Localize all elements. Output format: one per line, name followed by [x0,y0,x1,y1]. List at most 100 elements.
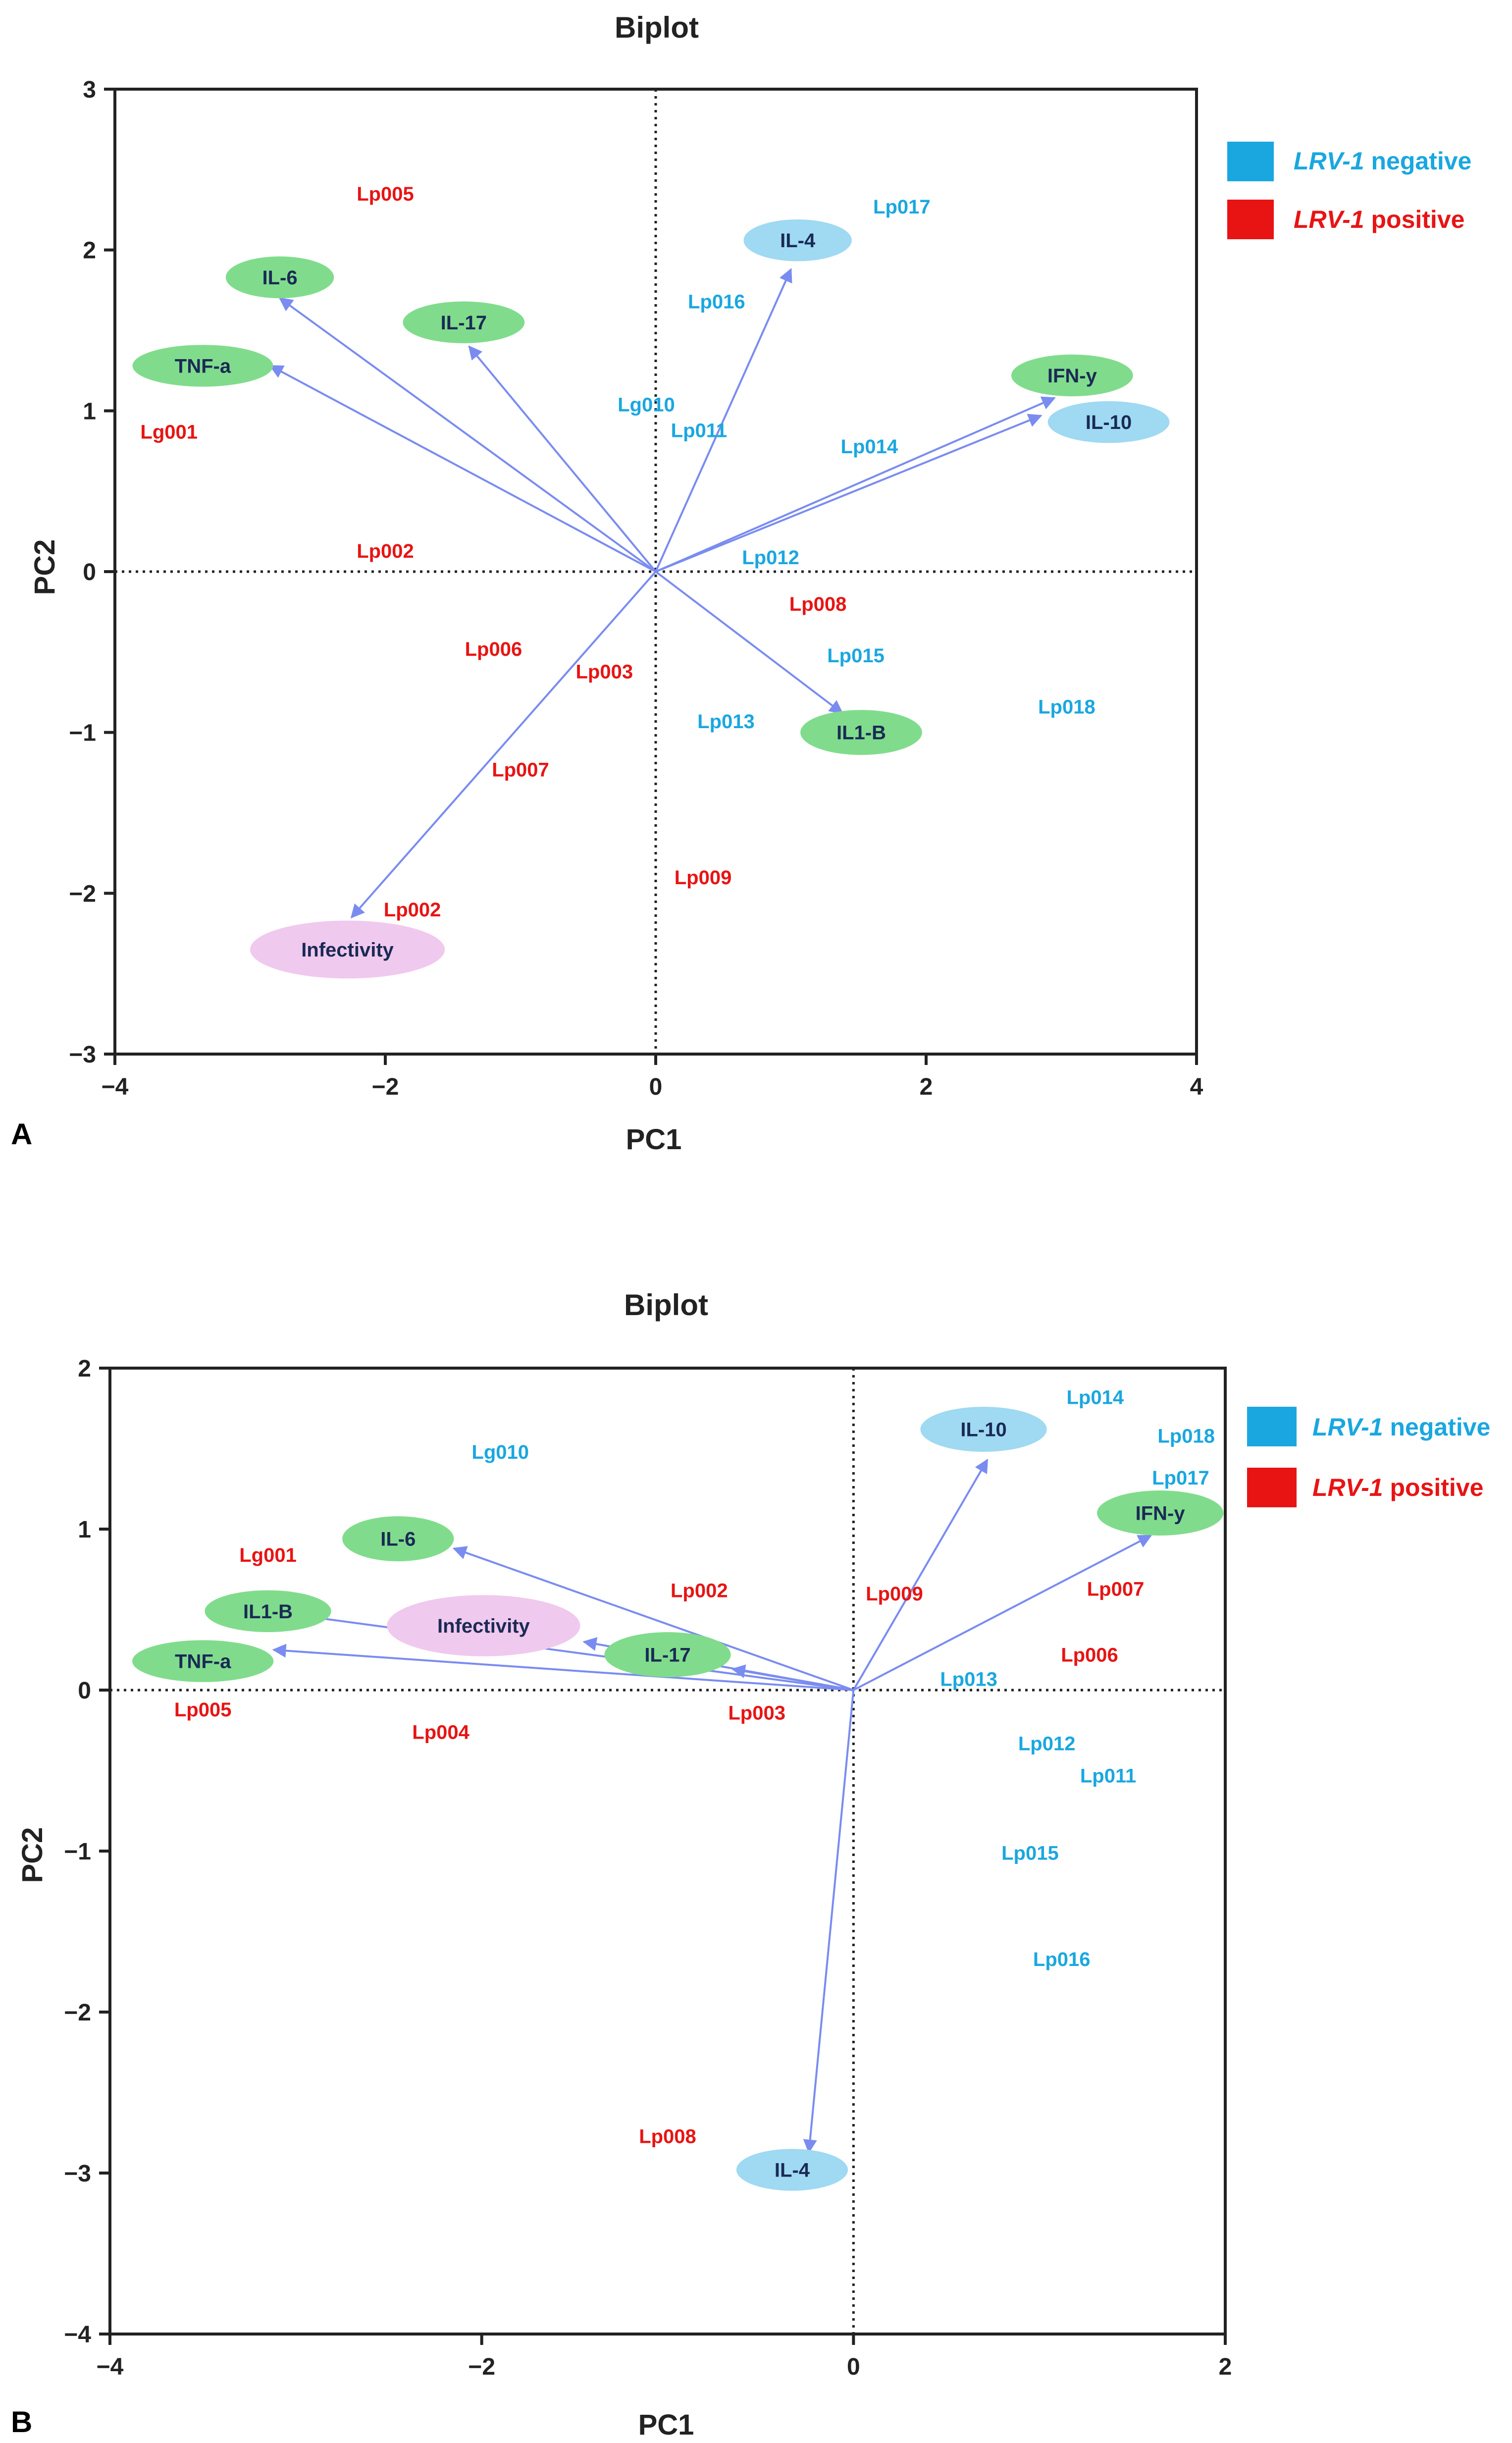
panel-a-variable-label-tnf-a: TNF-a [175,355,231,377]
panel-b-loading-arrow-il-10 [852,1458,989,1691]
panel-b-sample-label-lp008: Lp008 [639,2125,696,2147]
panel-b-ellipse-il-17 [604,1632,731,1677]
panel-b-ellipse-il-4 [736,2149,848,2191]
panel-a-sample-label-lg001: Lg001 [140,422,198,443]
panel-b-loading-arrow-il-6 [452,1546,854,1691]
panel-a-x-tick-label: 0 [649,1074,663,1100]
panel-b-sample-label-lp005: Lp005 [174,1699,232,1721]
panel-b-y-tick-label: −2 [64,2000,91,2026]
panel-b-y-tick-label: −1 [64,1839,91,1865]
panel-a-variable-label-il1-b: IL1-B [836,722,886,744]
panel-b-variable-label-tnf-a: TNF-a [175,1651,231,1673]
panel-b-variable-label-infectivity: Infectivity [437,1615,530,1637]
panel-b-loading-arrow-il1-b [266,1606,854,1691]
panel-b-y-axis-label: PC2 [16,1827,49,1883]
panel-b-sample-label-lp018: Lp018 [1157,1426,1215,1447]
panel-b-title: Biplot [624,1288,708,1322]
panel-a-ellipse-infectivity [250,920,445,979]
panel-b-sample-label-lp002: Lp002 [671,1580,728,1602]
panel-b-ellipse-infectivity [387,1595,580,1656]
panel-a-sample-label-lp005: Lp005 [357,183,414,205]
panel-a-y-axis-label: PC2 [29,539,61,595]
panel-b-variable-label-il-10: IL-10 [960,1419,1006,1441]
panel-b-y-tick-label: 0 [78,1678,91,1704]
panel-a-loading-arrow-il-10 [655,414,1043,573]
panel-b-y-tick-label: −3 [64,2161,91,2187]
panel-b-ellipse-il1-b [205,1590,331,1632]
panel-a-ellipse-tnf-a [132,345,273,387]
panel-a-sample-label-lp009: Lp009 [675,867,732,889]
legend-swatch-negative [1247,1407,1297,1446]
panel-b-sample-label-lp017: Lp017 [1152,1467,1209,1489]
panel-a-loading-arrow-il-17 [468,345,657,573]
panel-b-sample-label-lp009: Lp009 [866,1583,923,1605]
panel-a-loading-arrow-il1-b [655,571,843,714]
panel-b-sample-label-lp013: Lp013 [940,1668,997,1690]
panel-b-x-tick-label: 0 [847,2354,860,2380]
panel-b-variable-label-ifn-y: IFN-y [1136,1503,1186,1525]
panel-a-sample-label-lp008: Lp008 [789,593,847,615]
panel-a-loading-arrow-infectivity [350,571,657,919]
legend-swatch-positive [1227,200,1274,239]
panel-b-ellipse-il-6 [342,1516,454,1561]
panel-a-sample-label-lp002: Lp002 [357,540,414,562]
panel-a-sample-label-lp011: Lp011 [671,420,727,441]
panel-a-loading-arrow-il-4 [655,268,792,572]
legend-label-positive: LRV-1 positive [1312,1474,1483,1501]
panel-b-sample-label-lp006: Lp006 [1061,1645,1118,1666]
panel-b-sample-label-lp003: Lp003 [728,1702,785,1724]
panel-a-y-tick-label: 2 [83,238,96,264]
panel-b-loading-arrow-tnf-a [272,1644,854,1691]
panel-b-x-tick-label: 2 [1219,2354,1232,2380]
panel-b-x-tick-label: −2 [468,2354,495,2380]
panel-a-x-tick-label: −4 [102,1074,129,1100]
panel-b-ellipse-tnf-a [132,1640,274,1682]
panel-a-x-tick-label: −2 [372,1074,399,1100]
panel-a-sample-label-lp006: Lp006 [465,638,522,660]
panel-b-sample-label-lg010: Lg010 [471,1441,529,1463]
panel-a-loading-arrow-tnf-a [269,365,656,573]
panel-b-sample-label-lg001: Lg001 [239,1544,297,1566]
panel-a-y-tick-label: 1 [83,398,96,425]
panel-a-variable-label-il-10: IL-10 [1086,412,1132,433]
panel-b-y-tick-label: −4 [64,2322,91,2348]
panel-a-sample-label-lp007: Lp007 [492,759,549,781]
panel-b-sample-label-lp007: Lp007 [1087,1578,1145,1600]
panel-a-loading-arrow-ifn-y [655,396,1056,573]
panel-a-ellipse-il-17 [403,301,525,343]
legend-label-positive: LRV-1 positive [1294,206,1464,233]
panel-a-variable-label-il-17: IL-17 [441,312,487,334]
panel-b-letter: B [11,2405,32,2439]
panel-a-x-tick-label: 2 [920,1074,933,1100]
panel-b-sample-label-lp012: Lp012 [1018,1733,1076,1754]
panel-a-x-tick-label: 4 [1190,1074,1203,1100]
panel-b-sample-label-lp004: Lp004 [412,1722,469,1744]
panel-a-sample-label-lp017: Lp017 [873,196,931,218]
panel-a-y-tick-label: −2 [69,881,96,907]
panel-b-ellipse-il-10 [920,1407,1047,1452]
panel-a-y-tick-label: −3 [69,1042,96,1068]
panel-b-ellipse-ifn-y [1097,1490,1224,1536]
panel-a-sample-label-lp014: Lp014 [841,436,898,458]
legend-swatch-negative [1227,142,1274,181]
panel-a-ellipse-il-10 [1047,401,1170,443]
panel-b-sample-label-lp015: Lp015 [1001,1842,1059,1864]
panel-a-sample-label-lp002: Lp002 [384,899,441,921]
panel-a-y-tick-label: −1 [69,720,96,746]
panel-a-x-axis-label: PC1 [626,1123,682,1156]
panel-b-loading-arrow-il-17 [731,1664,854,1691]
panel-a-loading-arrow-il-6 [278,297,657,573]
panel-a-title: Biplot [615,11,699,44]
panel-b-x-axis-label: PC1 [638,2409,694,2441]
panel-a-sample-label-lp003: Lp003 [575,661,633,683]
legend-label-negative: LRV-1 negative [1294,147,1471,175]
biplot-panel-a: Biplot PC1 PC2 A IL-6 IL-17 TNF-a IL-4 IFN-y… [11,11,1203,1156]
panel-a-ellipse-il-4 [743,219,852,262]
panel-a-ellipse-il-6 [225,256,334,299]
panel-a-sample-label-lp018: Lp018 [1038,696,1095,718]
panel-a-variable-label-il-6: IL-6 [262,267,297,289]
legend-label-negative: LRV-1 negative [1312,1413,1490,1441]
legend-swatch-positive [1247,1468,1297,1507]
panel-b-y-tick-label: 2 [78,1356,91,1382]
